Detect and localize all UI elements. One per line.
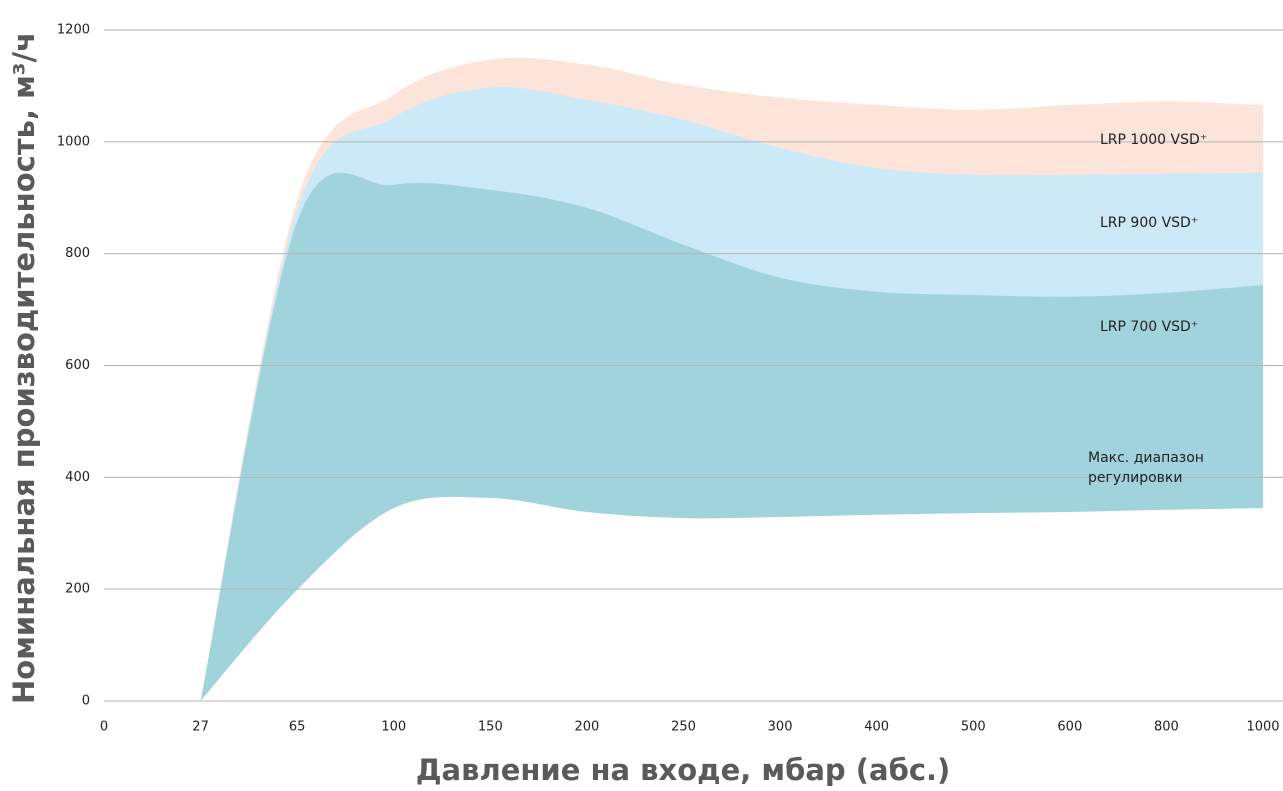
x-tick-label: 600 <box>1057 720 1082 735</box>
y-tick-label: 0 <box>82 694 90 709</box>
y-tick-label: 400 <box>65 470 90 485</box>
x-tick-label: 200 <box>575 720 600 735</box>
y-axis-title: Номинальная производительность, м³/ч <box>7 32 41 704</box>
series-label-box: Макс. диапазон регулировки <box>1088 450 1204 486</box>
x-tick-label: 800 <box>1154 720 1179 735</box>
series-label: LRP 900 VSD⁺ <box>1100 215 1198 231</box>
x-tick-label: 250 <box>671 720 696 735</box>
y-tick-label: 1200 <box>57 23 90 38</box>
y-tick-label: 800 <box>65 246 90 261</box>
x-tick-label: 150 <box>478 720 503 735</box>
x-tick-label: 100 <box>381 720 406 735</box>
y-tick-label: 1000 <box>57 134 90 149</box>
x-tick-label: 27 <box>192 720 209 735</box>
series-label: Макс. диапазон регулировки <box>1088 450 1204 486</box>
x-axis-title: Давление на входе, мбар (абс.) <box>416 753 951 787</box>
x-tick-label: 1000 <box>1246 720 1279 735</box>
x-tick-label: 65 <box>289 720 306 735</box>
series-label: LRP 700 VSD⁺ <box>1100 319 1198 335</box>
x-tick-label: 0 <box>100 720 108 735</box>
x-tick-label: 500 <box>961 720 986 735</box>
y-tick-label: 600 <box>65 358 90 373</box>
x-tick-label: 300 <box>768 720 793 735</box>
x-tick-label: 400 <box>864 720 889 735</box>
area <box>200 496 1263 701</box>
series-label: LRP 1000 VSD⁺ <box>1100 132 1207 148</box>
y-tick-label: 200 <box>65 582 90 597</box>
